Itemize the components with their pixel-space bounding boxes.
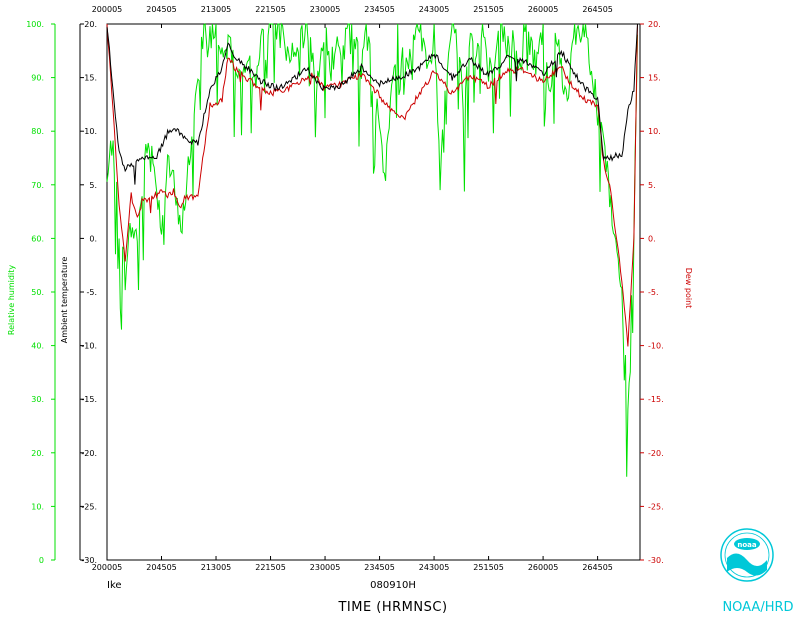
x-tick-label: 221505 [255, 563, 286, 572]
x-tick-label: 264505 [582, 563, 613, 572]
x-tick-label: 230005 [310, 563, 341, 572]
x-ticks-bottom: 200005 204505 213005 221505 230005 234505 2430… [92, 556, 613, 572]
temp-tick-label: 20. [84, 20, 97, 29]
agency-label: NOAA/HRD [722, 600, 793, 615]
x-tick-label: 260005 [528, 563, 559, 572]
rh-tick-label: 0 [39, 556, 44, 565]
x-top-tick-label: 230005 [310, 5, 341, 14]
x-top-tick-label: 260005 [528, 5, 559, 14]
x-tick-label: 204505 [146, 563, 177, 572]
dew-series-line [106, 23, 638, 347]
temp-tick-label: -25. [81, 502, 97, 511]
dew-tick-label: 10. [648, 127, 661, 136]
temp-tick-label: -20. [81, 449, 97, 458]
rh-tick-label: 30. [31, 395, 44, 404]
temp-tick-label: -15. [81, 395, 97, 404]
dew-tick-label: -10. [648, 342, 664, 351]
temp-tick-label: 10. [84, 127, 97, 136]
temp-tick-label: -10. [81, 342, 97, 351]
rh-series-line [106, 22, 638, 477]
flight-id: 080910H [370, 580, 416, 591]
dew-tick-label: -30. [648, 556, 664, 565]
series-layer [106, 22, 638, 477]
x-tick-label: 243005 [419, 563, 450, 572]
rh-tick-label: 10. [31, 502, 44, 511]
x-top-tick-label: 221505 [255, 5, 286, 14]
x-axis-title: TIME (HRMNSC) [337, 600, 447, 615]
dew-tick-label: 20. [648, 20, 661, 29]
temp-tick-label: -30. [81, 556, 97, 565]
storm-name: Ike [107, 580, 122, 591]
x-tick-label: 213005 [201, 563, 232, 572]
rh-tick-label: 80. [31, 127, 44, 136]
temp-tick-label: 5. [89, 181, 97, 190]
rh-tick-label: 40. [31, 342, 44, 351]
temp-series-line [106, 23, 638, 185]
rh-tick-label: 50. [31, 288, 44, 297]
rh-tick-label: 100. [26, 20, 44, 29]
x-top-tick-label: 243005 [419, 5, 450, 14]
dew-tick-label: 15. [648, 74, 661, 83]
x-tick-label: 234505 [364, 563, 395, 572]
rh-ticks: 100. 90. 80. 70. 60. 50. 40. 30. 20. 10. 0 [26, 20, 55, 565]
rh-tick-label: 20. [31, 449, 44, 458]
dew-tick-label: -5. [648, 288, 659, 297]
dew-tick-label: -15. [648, 395, 664, 404]
rh-axis-title: Relative humidity [7, 265, 16, 335]
x-top-tick-label: 234505 [364, 5, 395, 14]
rh-tick-label: 60. [31, 234, 44, 243]
dew-tick-label: 5. [648, 181, 656, 190]
dew-axis-title: Dew point [684, 268, 693, 309]
dew-tick-label: -20. [648, 449, 664, 458]
noaa-logo-icon: noaa [720, 528, 774, 582]
x-ticks-top: 200005 204505 213005 221505 230005 234505 2430… [92, 5, 613, 28]
x-tick-label: 200005 [92, 563, 123, 572]
x-top-tick-label: 213005 [201, 5, 232, 14]
dew-ticks: 20. 15. 10. 5. 0. -5. -10. -15. -20. -25. -30. [640, 20, 664, 565]
temp-axis-title: Ambient temperature [60, 257, 69, 344]
x-top-tick-label: 251505 [473, 5, 504, 14]
x-top-tick-label: 264505 [582, 5, 613, 14]
plot-frame [106, 23, 641, 561]
x-tick-label: 251505 [473, 563, 504, 572]
noaa-logo-text: noaa [737, 541, 757, 549]
x-top-tick-label: 200005 [92, 5, 123, 14]
x-top-tick-label: 204505 [146, 5, 177, 14]
dew-tick-label: 0. [648, 234, 656, 243]
temp-tick-label: -5. [86, 288, 97, 297]
rh-tick-label: 90. [31, 74, 44, 83]
dew-tick-label: -25. [648, 502, 664, 511]
temp-tick-label: 0. [89, 234, 97, 243]
temp-tick-label: 15. [84, 74, 97, 83]
temp-ticks: 20. 15. 10. 5. 0. -5. -10. -15. -20. -25. -30. [80, 20, 97, 565]
rh-tick-label: 70. [31, 181, 44, 190]
